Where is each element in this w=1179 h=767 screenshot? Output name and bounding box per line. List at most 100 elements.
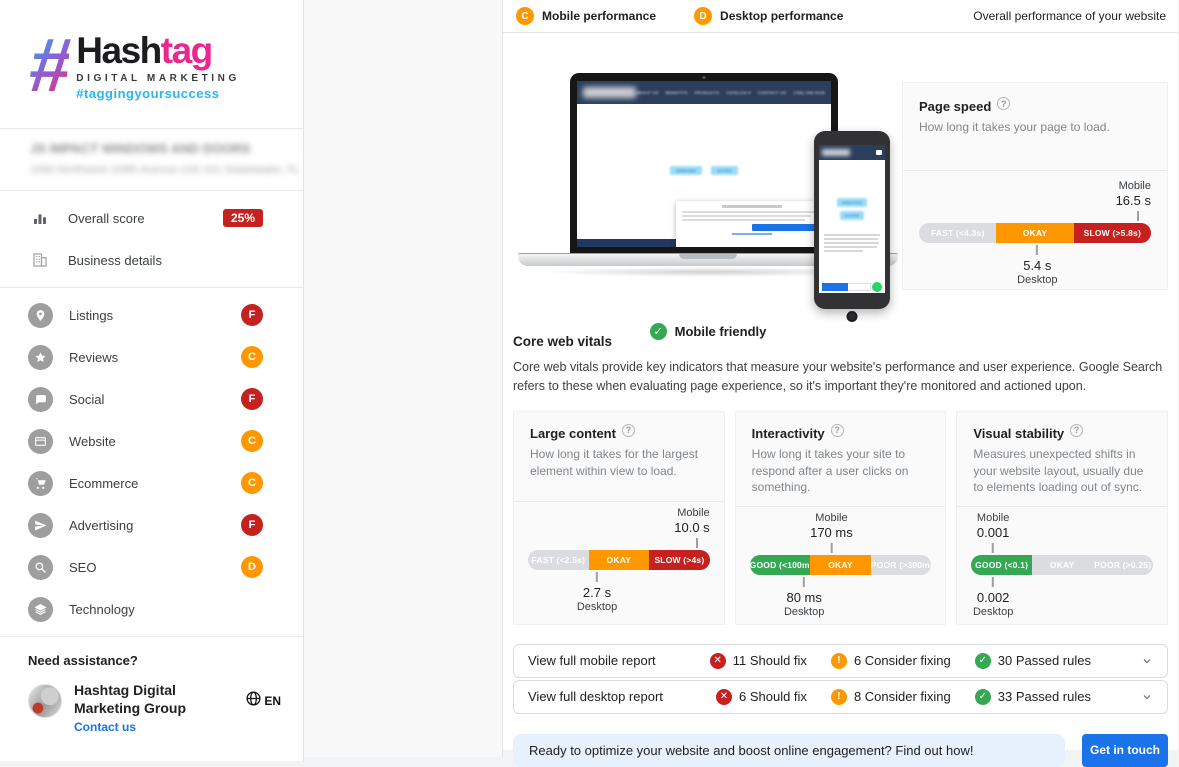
help-icon[interactable]: ? — [621, 423, 635, 437]
mockup-site-logo — [583, 87, 636, 98]
help-icon[interactable]: ? — [1070, 423, 1084, 437]
card-description: How long it takes for the largest elemen… — [530, 446, 699, 478]
brand-tagline: DIGITAL MARKETING — [76, 72, 240, 84]
sidebar-item-website[interactable]: Website C — [0, 420, 303, 462]
mockup-cookie-dialog — [676, 201, 828, 247]
contact-us-link[interactable]: Contact us — [74, 720, 137, 734]
should-fix-stat: ✕ 11 Should fix — [709, 652, 807, 669]
page-speed-card: Page speed ? How long it takes your page… — [902, 82, 1168, 290]
gauge-segment: SLOW (>4s) — [649, 549, 710, 570]
need-assistance-heading: Need assistance? — [28, 653, 138, 668]
gauge-segment: GOOD (<100ms) — [749, 555, 811, 576]
get-in-touch-button[interactable]: Get in touch — [1082, 733, 1168, 767]
sidebar-item-label: Advertising — [69, 517, 134, 533]
should-fix-stat: ✕ 6 Should fix — [716, 688, 807, 705]
view-full-mobile-report-row[interactable]: View full mobile report ✕ 11 Should fix … — [513, 643, 1168, 678]
gauge-segment: FAST (<4.3s) — [919, 222, 997, 243]
view-full-desktop-report-row[interactable]: View full desktop report ✕ 6 Should fix … — [513, 679, 1168, 714]
mockup-button: DOORS — [839, 211, 865, 220]
star-icon — [28, 344, 53, 370]
visual-stability-card: Visual stability ? Measures unexpected s… — [956, 410, 1169, 625]
desktop-marker: 5.4 s Desktop — [1017, 243, 1057, 286]
error-x-icon: ✕ — [709, 652, 726, 669]
sidebar-item-overall-score[interactable]: Overall score 25% — [0, 197, 303, 239]
card-title: Page speed — [919, 99, 992, 114]
check-icon: ✓ — [974, 688, 991, 705]
main-panel: C Mobile performance D Desktop performan… — [503, 0, 1178, 767]
sidebar-item-seo[interactable]: SEO D — [0, 546, 303, 588]
mobile-marker: Mobile 10.0 s — [674, 507, 710, 550]
desktop-performance-chip: D Desktop performance — [694, 7, 843, 25]
sidebar-item-technology[interactable]: Technology — [0, 588, 303, 630]
help-icon[interactable]: ? — [997, 97, 1011, 110]
assistance-profile: Hashtag Digital Marketing Group Contact … — [0, 672, 303, 734]
gauge-segment: FAST (<2.5s) — [528, 549, 589, 570]
brand-logo: # Hashtag DIGITAL MARKETING #taggingyour… — [0, 0, 303, 128]
grade-badge: F — [241, 304, 263, 326]
gauge-segment: OKAY — [1031, 555, 1093, 576]
gauge-segment: POOR (>0.25) — [1092, 555, 1154, 576]
language-label: EN — [264, 694, 281, 708]
laptop-base — [518, 253, 898, 266]
desktop-grade-badge: D — [694, 7, 713, 25]
mobile-marker: Mobile 16.5 s — [1116, 180, 1151, 223]
sidebar-item-ecommerce[interactable]: Ecommerce C — [0, 462, 303, 504]
sidebar-item-label: Ecommerce — [69, 475, 139, 491]
chat-icon — [28, 386, 53, 412]
cta-message: Ready to optimize your website and boost… — [513, 733, 1065, 767]
grade-badge: C — [241, 346, 263, 368]
business-address: 1690 Northwest 109th Avenue Unit 161 Swe… — [30, 164, 301, 176]
section-description: Core web vitals provide key indicators t… — [513, 360, 1163, 394]
business-name: JS IMPACT WINDOWS AND DOORS — [30, 141, 251, 156]
sidebar-item-label: Business details — [68, 252, 162, 268]
report-rows: View full mobile report ✕ 11 Should fix … — [513, 643, 1168, 714]
consider-fixing-stat: ! 8 Consider fixing — [830, 688, 951, 705]
device-mockup: ABOUT US BENEFITS PRODUCTS CATALOG ▾ CON… — [518, 61, 898, 322]
sidebar-item-listings[interactable]: Listings F — [0, 294, 303, 336]
avatar — [28, 684, 62, 718]
help-icon[interactable]: ? — [830, 423, 844, 437]
performance-topbar: C Mobile performance D Desktop performan… — [503, 0, 1178, 33]
gauge-segment: OKAY — [996, 222, 1074, 243]
consider-fixing-stat: ! 6 Consider fixing — [830, 652, 951, 669]
chevron-down-icon[interactable] — [1141, 655, 1153, 667]
card-description: Measures unexpected shifts in your websi… — [973, 446, 1144, 495]
card-description: How long it takes your page to load. — [919, 120, 1110, 134]
laptop-mockup: ABOUT US BENEFITS PRODUCTS CATALOG ▾ CON… — [570, 73, 838, 253]
chip-label: Desktop performance — [720, 9, 844, 23]
chip-label: Mobile performance — [542, 9, 657, 23]
mockup-button: WINDOWS — [670, 166, 703, 175]
mockup-button: WINDOWS — [836, 198, 868, 207]
sidebar-item-advertising[interactable]: Advertising F — [0, 504, 303, 546]
grade-badge: C — [241, 430, 263, 452]
divider — [0, 636, 303, 637]
phone-home-button — [846, 311, 858, 322]
card-title: Large content — [530, 425, 616, 441]
chevron-down-icon[interactable] — [1141, 691, 1153, 703]
sidebar-item-reviews[interactable]: Reviews C — [0, 336, 303, 378]
divider — [0, 128, 303, 129]
mobile-marker: Mobile 0.001 — [977, 512, 1009, 555]
large-content-card: Large content ? How long it takes for th… — [513, 410, 725, 625]
report-row-label: View full desktop report — [528, 689, 663, 705]
interactivity-gauge: Mobile 170 ms GOOD (<100ms) OKAY POOR (>… — [749, 512, 932, 618]
warning-exclamation-icon: ! — [830, 652, 847, 669]
language-selector[interactable]: EN — [245, 690, 281, 712]
sidebar-item-social[interactable]: Social F — [0, 378, 303, 420]
desktop-marker: 2.7 s Desktop — [577, 570, 617, 613]
sidebar-item-label: Website — [69, 433, 116, 449]
mobile-grade-badge: C — [516, 7, 534, 25]
laptop-camera-dot — [702, 76, 706, 79]
sidebar-item-business-details[interactable]: Business details — [0, 239, 303, 281]
topbar-caption: Overall performance of your website — [973, 9, 1166, 23]
mockup-site-nav: ABOUT US BENEFITS PRODUCTS CATALOG ▾ CON… — [635, 90, 825, 95]
sidebar-item-label: Social — [69, 391, 105, 407]
mobile-marker: Mobile 170 ms — [810, 512, 853, 555]
layers-icon — [28, 596, 53, 622]
building-icon — [28, 248, 52, 272]
hashtag-logo-icon: # — [25, 22, 73, 108]
brand-name-dark: Hash — [76, 29, 162, 71]
whatsapp-icon — [872, 281, 882, 292]
mockup-site-header: ABOUT US BENEFITS PRODUCTS CATALOG ▾ CON… — [577, 81, 831, 104]
check-icon: ✓ — [649, 323, 667, 340]
